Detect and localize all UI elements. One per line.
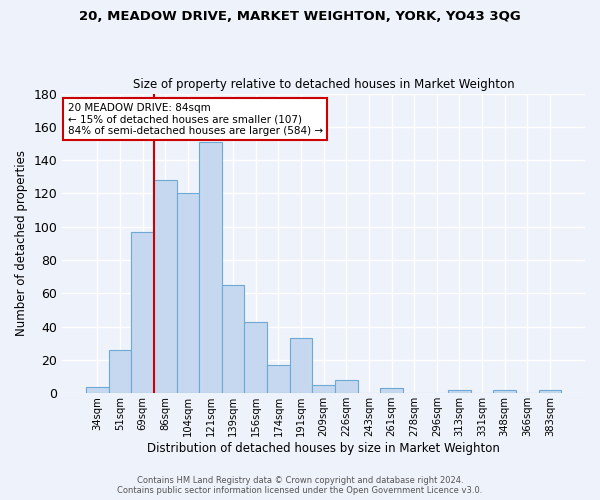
Bar	[335, 380, 358, 394]
Bar	[154, 180, 176, 394]
Text: 20, MEADOW DRIVE, MARKET WEIGHTON, YORK, YO43 3QG: 20, MEADOW DRIVE, MARKET WEIGHTON, YORK,…	[79, 10, 521, 23]
Bar	[199, 142, 222, 394]
Bar	[313, 385, 335, 394]
Bar	[131, 232, 154, 394]
Bar	[176, 194, 199, 394]
Bar	[222, 285, 244, 394]
Bar	[380, 388, 403, 394]
Bar	[244, 322, 267, 394]
Text: Contains HM Land Registry data © Crown copyright and database right 2024.
Contai: Contains HM Land Registry data © Crown c…	[118, 476, 482, 495]
Bar	[267, 365, 290, 394]
Bar	[109, 350, 131, 394]
Bar	[539, 390, 561, 394]
Bar	[493, 390, 516, 394]
Title: Size of property relative to detached houses in Market Weighton: Size of property relative to detached ho…	[133, 78, 514, 91]
X-axis label: Distribution of detached houses by size in Market Weighton: Distribution of detached houses by size …	[147, 442, 500, 455]
Y-axis label: Number of detached properties: Number of detached properties	[15, 150, 28, 336]
Bar	[290, 338, 313, 394]
Text: 20 MEADOW DRIVE: 84sqm
← 15% of detached houses are smaller (107)
84% of semi-de: 20 MEADOW DRIVE: 84sqm ← 15% of detached…	[68, 102, 323, 136]
Bar	[448, 390, 471, 394]
Bar	[86, 386, 109, 394]
